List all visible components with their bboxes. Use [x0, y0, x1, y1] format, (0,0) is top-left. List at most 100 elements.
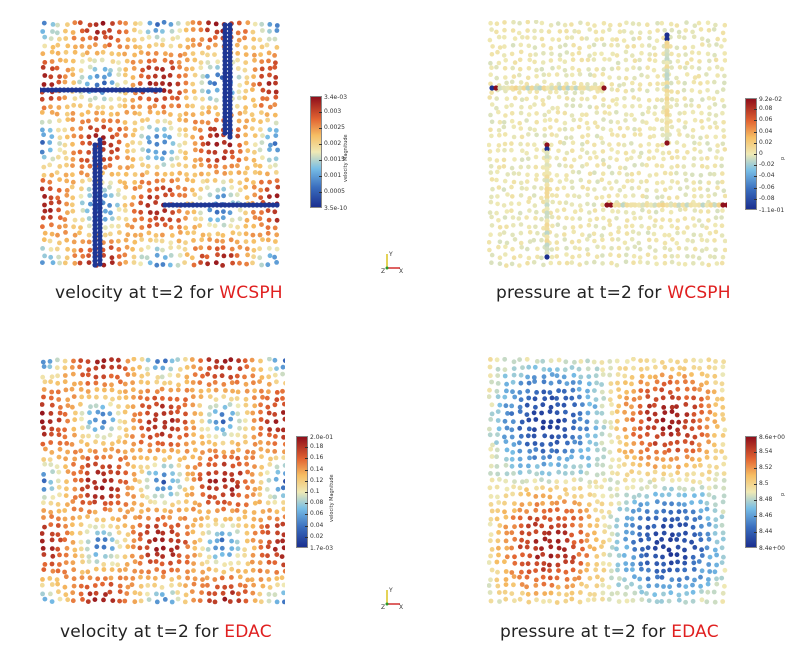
particle	[41, 387, 47, 392]
particle	[183, 127, 188, 133]
particle	[57, 87, 63, 93]
particle	[154, 134, 160, 139]
particle	[95, 530, 100, 536]
particle	[259, 454, 264, 459]
particle	[601, 85, 607, 91]
particle	[555, 110, 561, 115]
particle	[41, 457, 47, 462]
particle	[713, 477, 718, 482]
particle	[281, 590, 285, 596]
particle	[138, 439, 144, 445]
particle	[227, 62, 233, 68]
particle	[682, 374, 687, 379]
particle	[496, 185, 502, 190]
particle	[535, 230, 540, 236]
particle	[221, 394, 227, 399]
particle	[167, 485, 173, 491]
particle	[564, 81, 569, 87]
particle	[192, 465, 198, 470]
particle	[154, 477, 159, 483]
particle	[257, 246, 262, 252]
particle	[584, 120, 590, 126]
particle	[229, 454, 235, 460]
particle	[638, 366, 644, 372]
particle	[144, 530, 150, 535]
particle	[720, 530, 726, 536]
particle	[682, 45, 688, 50]
particle	[489, 411, 495, 417]
particle	[722, 193, 727, 199]
particle	[629, 581, 634, 587]
particle	[706, 43, 712, 48]
particle	[719, 156, 724, 161]
particle	[715, 73, 720, 78]
particle	[674, 75, 679, 81]
particle	[621, 553, 627, 558]
particle	[690, 524, 696, 530]
particle	[48, 522, 54, 527]
particle	[148, 499, 153, 505]
particle	[162, 500, 168, 506]
particle	[221, 253, 227, 259]
particle	[676, 431, 681, 437]
particle	[562, 120, 568, 126]
particle	[200, 450, 205, 455]
particle	[41, 500, 46, 506]
particle	[629, 112, 634, 118]
particle	[645, 525, 651, 530]
particle	[532, 396, 538, 402]
particle	[554, 507, 560, 512]
particle	[632, 202, 638, 208]
particle	[625, 125, 630, 131]
particle	[562, 110, 568, 116]
particle	[569, 113, 575, 118]
caption-method: WCSPH	[667, 283, 731, 303]
particle	[622, 427, 628, 432]
particle	[236, 598, 242, 604]
particle	[124, 562, 130, 567]
particle	[183, 539, 188, 545]
particle	[235, 546, 241, 552]
particle	[137, 29, 143, 35]
particle	[183, 225, 189, 231]
particle	[280, 485, 285, 491]
particle	[70, 515, 76, 521]
particle	[719, 223, 725, 228]
particle	[79, 553, 85, 559]
colorbar-tick-label: 0.06	[310, 510, 324, 518]
particle	[146, 96, 152, 102]
particle	[184, 559, 190, 565]
particle	[122, 180, 127, 186]
particle	[572, 90, 578, 96]
particle	[242, 95, 248, 101]
particle	[85, 456, 91, 461]
particle	[638, 143, 643, 148]
particle	[115, 487, 120, 493]
particle	[152, 499, 158, 505]
particle	[495, 569, 500, 575]
particle	[539, 186, 544, 191]
particle	[689, 539, 694, 545]
particle	[630, 21, 636, 26]
particle	[87, 57, 93, 62]
particle	[153, 42, 159, 47]
particle	[125, 544, 131, 550]
particle	[92, 449, 98, 454]
particle	[592, 238, 597, 244]
particle	[578, 561, 584, 566]
particle	[539, 546, 544, 551]
particle	[599, 382, 604, 387]
particle	[651, 155, 657, 160]
particle	[501, 120, 507, 125]
particle	[526, 531, 532, 537]
particle	[258, 440, 263, 445]
particle	[691, 187, 697, 192]
particle	[79, 94, 84, 100]
particle	[562, 59, 568, 64]
particle	[602, 57, 607, 62]
particle	[654, 180, 660, 186]
particle	[108, 575, 114, 581]
particle	[533, 85, 539, 91]
particle	[160, 185, 166, 191]
particle	[138, 464, 144, 470]
